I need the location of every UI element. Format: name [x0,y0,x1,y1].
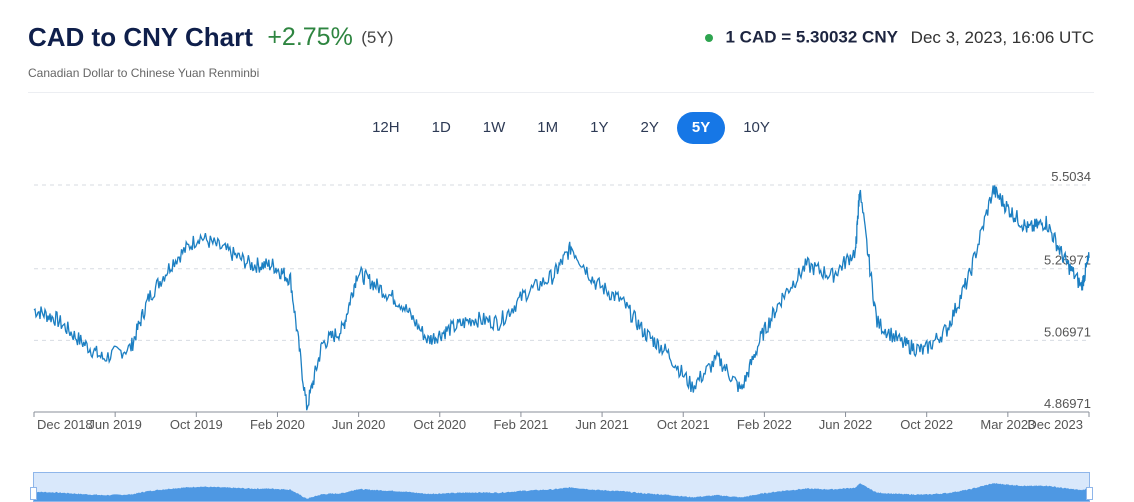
x-tick-label: Oct 2021 [657,417,710,432]
page-subtitle: Canadian Dollar to Chinese Yuan Renminbi [28,66,260,80]
percent-change: +2.75% [267,23,353,51]
x-tick-label: Jun 2019 [88,417,142,432]
range-button-2y[interactable]: 2Y [640,119,659,136]
navigator-area [34,483,1089,501]
x-tick-label: Jun 2020 [332,417,386,432]
range-navigator[interactable] [30,472,1093,502]
y-tick-label: 4.86971 [1044,396,1091,411]
x-tick-label: Jun 2022 [819,417,873,432]
live-rate: 1 CAD = 5.30032 CNY Dec 3, 2023, 16:06 U… [704,27,1094,48]
x-tick-label: Feb 2020 [250,417,305,432]
x-tick-label: Dec 2023 [1027,417,1083,432]
y-tick-label: 5.06971 [1044,324,1091,339]
x-tick-label: Feb 2021 [493,417,548,432]
range-button-10y[interactable]: 10Y [743,119,770,136]
range-button-12h[interactable]: 12H [372,119,400,136]
rate-timestamp: Dec 3, 2023, 16:06 UTC [910,27,1094,47]
x-tick-label: Oct 2019 [170,417,223,432]
navigator-series [34,483,1089,501]
range-button-1w[interactable]: 1W [482,119,506,136]
series-line [33,185,1090,411]
header-divider [28,92,1094,93]
x-tick-label: Oct 2022 [900,417,953,432]
x-tick-label: Dec 2018 [37,417,93,432]
y-tick-label: 5.26971 [1044,253,1091,268]
range-button-1y[interactable]: 1Y [590,119,609,136]
navigator-left-handle[interactable] [30,487,37,500]
page-title: CAD to CNY Chart [28,22,253,52]
x-tick-label: Oct 2020 [413,417,466,432]
exchange-rate: 1 CAD = 5.30032 CNY [725,27,898,47]
range-button-1d[interactable]: 1D [431,119,451,136]
x-tick-label: Jun 2021 [575,417,629,432]
range-button-5y[interactable]: 5Y [676,112,726,144]
period-label: (5Y) [361,27,394,47]
navigator-right-handle[interactable] [1086,487,1093,500]
time-range-buttons: 12H 1D 1W 1M 1Y 2Y 5Y 10Y [356,112,786,144]
x-tick-label: Mar 2023 [980,417,1035,432]
time-range-selector: 12H 1D 1W 1M 1Y 2Y 5Y 10Y [0,112,1134,144]
title-row: CAD to CNY Chart +2.75% (5Y) [28,22,393,53]
chart-header: CAD to CNY Chart +2.75% (5Y) Canadian Do… [28,20,1098,90]
y-tick-label: 5.5034 [1051,169,1091,184]
range-button-1m[interactable]: 1M [537,119,559,136]
live-status-icon [704,33,713,42]
x-tick-label: Feb 2022 [737,417,792,432]
